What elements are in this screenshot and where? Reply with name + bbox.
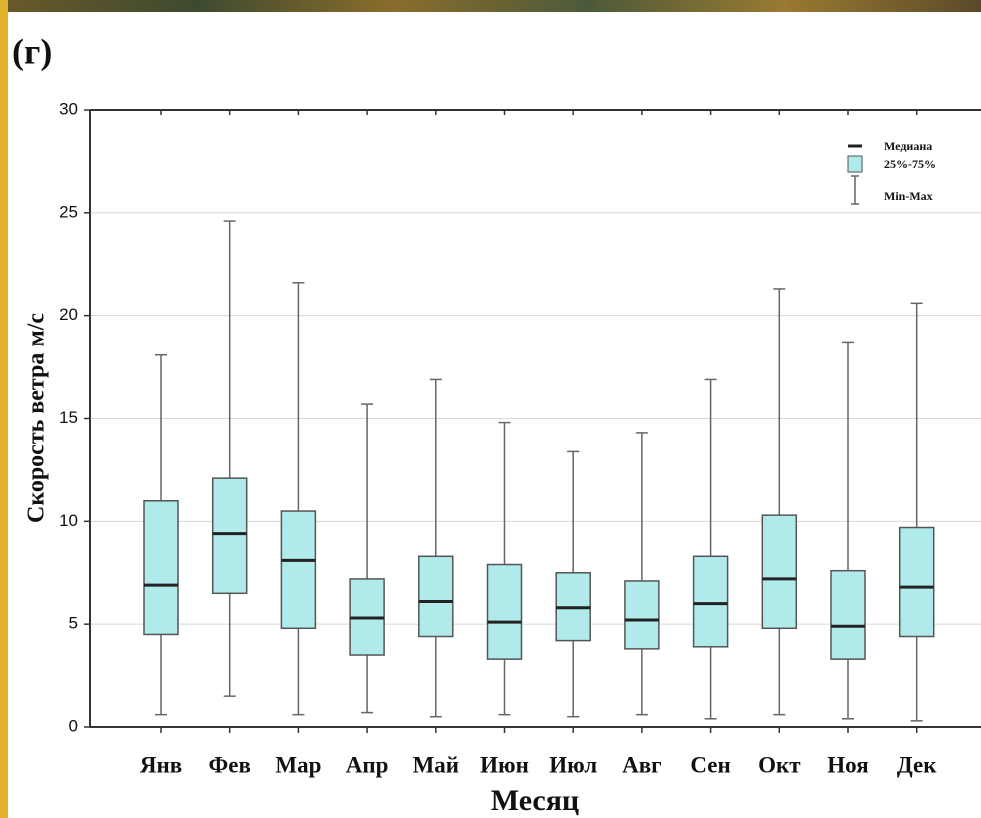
y-tick-label: 5 — [69, 614, 78, 633]
x-tick-label: Июл — [549, 752, 597, 777]
x-tick-label: Мар — [275, 752, 321, 777]
box — [761, 514, 798, 630]
y-axis-label: Скорость ветра м/с — [24, 313, 50, 523]
legend-label: Медиана — [884, 139, 932, 153]
x-axis-label: Месяц — [491, 784, 579, 817]
x-tick-label: Янв — [140, 752, 182, 777]
legend-label: Min-Max — [884, 189, 933, 203]
box — [418, 555, 454, 638]
x-tick-label: Ноя — [827, 752, 868, 777]
x-tick-label: Сен — [690, 752, 730, 777]
x-tick-label: Апр — [346, 752, 389, 777]
x-tick-label: Авг — [622, 752, 661, 777]
y-tick-label: 0 — [69, 716, 78, 735]
box — [211, 477, 248, 595]
x-tick-label: Май — [413, 752, 459, 777]
box — [143, 500, 179, 636]
legend-label: 25%-75% — [884, 157, 936, 171]
box — [280, 510, 317, 630]
box — [898, 526, 935, 638]
x-tick-label: Дек — [897, 752, 937, 777]
top-decoration — [0, 0, 981, 12]
legend-box-icon — [847, 155, 863, 173]
y-tick-label: 20 — [59, 305, 78, 324]
x-tick-label: Июн — [480, 752, 529, 777]
left-border — [0, 0, 8, 818]
y-tick-label: 30 — [59, 99, 78, 118]
y-tick-label: 10 — [59, 511, 78, 530]
x-tick-label: Фев — [209, 752, 251, 777]
box — [692, 555, 729, 648]
x-tick-label: Окт — [758, 752, 801, 777]
panel-label: (г) — [12, 31, 52, 71]
box — [486, 563, 523, 660]
box — [624, 580, 660, 650]
y-tick-label: 15 — [59, 408, 78, 427]
y-tick-label: 25 — [59, 202, 78, 221]
box — [830, 569, 866, 660]
